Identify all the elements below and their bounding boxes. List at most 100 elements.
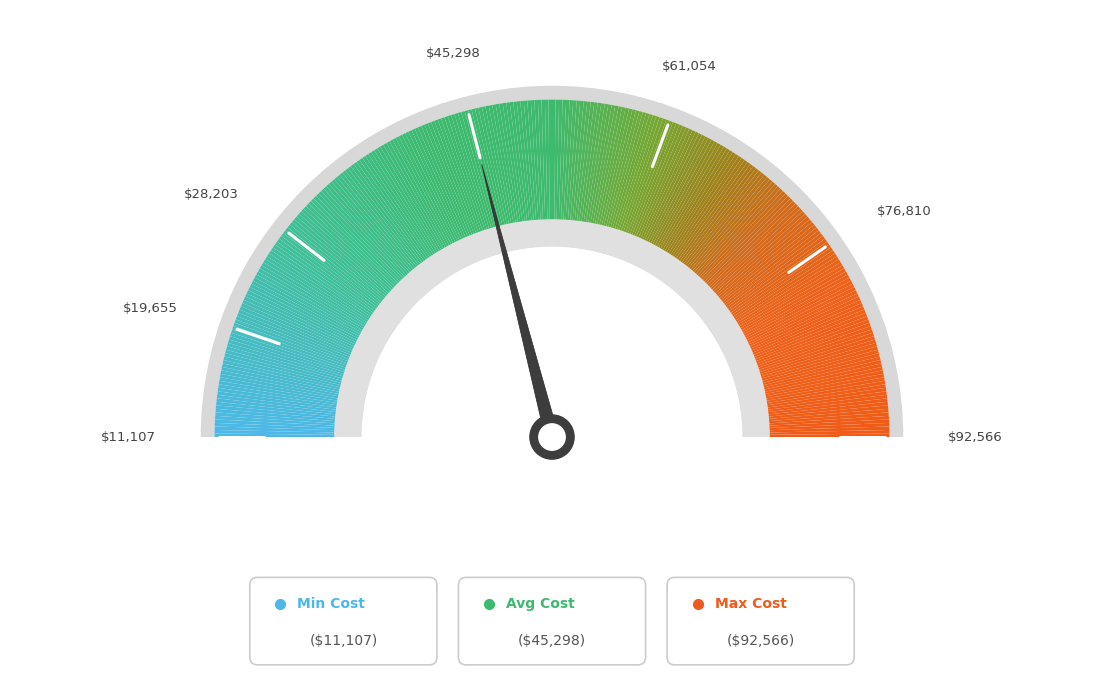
Wedge shape	[215, 413, 339, 424]
Wedge shape	[715, 219, 813, 301]
Wedge shape	[240, 306, 355, 357]
Wedge shape	[741, 281, 852, 340]
Wedge shape	[308, 201, 400, 290]
Wedge shape	[452, 114, 490, 234]
Wedge shape	[219, 384, 341, 406]
Wedge shape	[647, 135, 705, 247]
Wedge shape	[728, 244, 831, 317]
Wedge shape	[534, 100, 543, 224]
Wedge shape	[277, 239, 380, 313]
Wedge shape	[594, 106, 623, 228]
Wedge shape	[395, 137, 455, 248]
Wedge shape	[556, 99, 563, 224]
Circle shape	[539, 424, 565, 451]
Wedge shape	[412, 129, 465, 243]
Wedge shape	[753, 323, 871, 367]
Wedge shape	[722, 233, 822, 310]
Wedge shape	[360, 158, 432, 262]
Wedge shape	[711, 211, 805, 296]
Wedge shape	[765, 416, 889, 426]
Text: $45,298: $45,298	[426, 48, 480, 60]
Wedge shape	[523, 101, 537, 224]
Wedge shape	[583, 104, 605, 226]
Wedge shape	[752, 319, 870, 365]
Wedge shape	[693, 184, 778, 279]
Wedge shape	[323, 186, 410, 280]
Wedge shape	[215, 405, 340, 420]
Wedge shape	[746, 299, 862, 353]
Wedge shape	[756, 343, 877, 380]
Wedge shape	[725, 241, 829, 315]
Wedge shape	[465, 110, 499, 231]
Wedge shape	[700, 193, 788, 285]
Wedge shape	[351, 164, 426, 266]
Wedge shape	[217, 391, 341, 411]
Wedge shape	[316, 193, 404, 285]
Wedge shape	[744, 290, 858, 346]
Wedge shape	[559, 100, 566, 224]
Wedge shape	[616, 115, 656, 234]
Wedge shape	[214, 426, 339, 433]
Wedge shape	[224, 353, 346, 386]
Wedge shape	[754, 329, 873, 371]
Wedge shape	[229, 336, 349, 375]
Polygon shape	[481, 164, 559, 455]
Wedge shape	[574, 101, 591, 225]
Wedge shape	[331, 179, 414, 275]
Text: $11,107: $11,107	[102, 431, 157, 444]
Wedge shape	[510, 102, 528, 226]
Wedge shape	[541, 99, 548, 224]
Wedge shape	[662, 148, 730, 256]
Wedge shape	[570, 101, 584, 225]
Wedge shape	[230, 333, 349, 373]
Wedge shape	[652, 139, 714, 250]
Wedge shape	[408, 130, 464, 244]
Wedge shape	[528, 100, 539, 224]
Wedge shape	[282, 233, 382, 310]
Wedge shape	[694, 186, 781, 280]
Wedge shape	[682, 170, 762, 270]
Wedge shape	[650, 138, 711, 249]
Wedge shape	[607, 111, 643, 232]
Wedge shape	[226, 346, 347, 382]
Wedge shape	[468, 109, 501, 230]
Wedge shape	[747, 303, 863, 355]
Wedge shape	[735, 265, 845, 331]
Wedge shape	[712, 214, 807, 297]
Wedge shape	[691, 181, 775, 277]
Wedge shape	[708, 206, 800, 293]
Wedge shape	[605, 110, 639, 231]
Wedge shape	[690, 179, 773, 275]
Wedge shape	[716, 222, 815, 303]
Wedge shape	[520, 101, 534, 225]
Wedge shape	[623, 119, 667, 237]
Wedge shape	[697, 188, 783, 282]
Wedge shape	[751, 313, 867, 361]
Wedge shape	[214, 433, 339, 437]
Wedge shape	[405, 132, 461, 245]
Wedge shape	[222, 364, 344, 393]
Wedge shape	[758, 350, 879, 384]
Wedge shape	[764, 398, 888, 415]
FancyBboxPatch shape	[667, 578, 854, 665]
Wedge shape	[545, 99, 550, 224]
Wedge shape	[486, 106, 512, 228]
Wedge shape	[630, 124, 679, 239]
Wedge shape	[201, 86, 903, 437]
Wedge shape	[346, 168, 423, 268]
Wedge shape	[760, 357, 881, 388]
Wedge shape	[273, 244, 376, 317]
Wedge shape	[233, 323, 351, 367]
Wedge shape	[279, 236, 381, 312]
Wedge shape	[335, 177, 416, 274]
Wedge shape	[737, 271, 848, 335]
Wedge shape	[383, 143, 447, 253]
Wedge shape	[659, 145, 724, 253]
Wedge shape	[678, 164, 753, 266]
Wedge shape	[657, 143, 721, 253]
Wedge shape	[688, 177, 769, 274]
Wedge shape	[337, 175, 417, 273]
FancyBboxPatch shape	[458, 578, 646, 665]
Wedge shape	[718, 225, 817, 304]
Wedge shape	[755, 336, 875, 375]
